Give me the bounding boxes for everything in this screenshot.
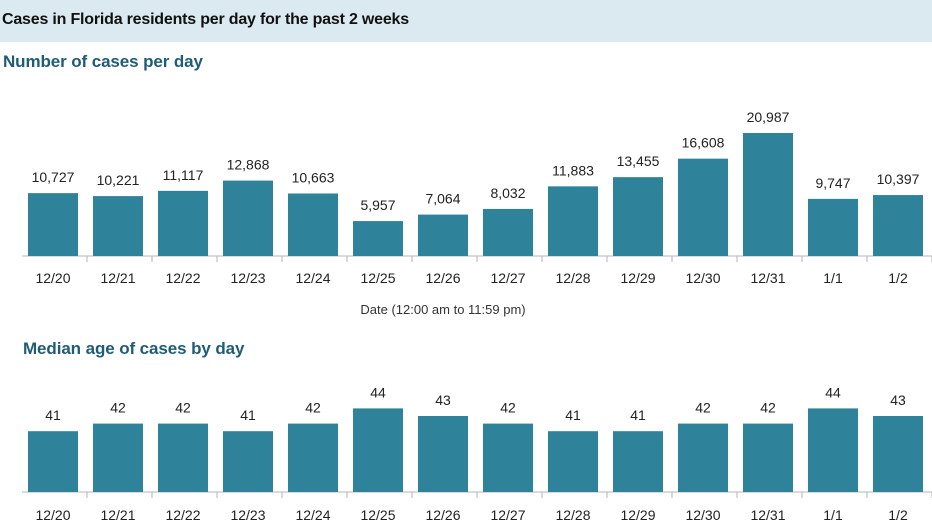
bar-1-1 [808,408,858,492]
value-label: 41 [240,407,256,423]
value-label: 42 [760,400,776,416]
bar-12-29 [613,177,663,256]
value-label: 42 [110,400,126,416]
x-tick-label: 12/25 [360,270,395,286]
x-tick-label: 12/31 [750,270,785,286]
bar-1-2 [873,195,923,256]
x-tick-label: 12/27 [490,507,525,523]
x-tick-label: 1/2 [888,270,908,286]
x-tick-label: 12/29 [620,507,655,523]
value-label: 12,868 [227,157,270,173]
value-label: 11,883 [552,162,594,178]
bar-12-25 [353,221,403,256]
value-label: 8,032 [490,185,525,201]
bar-12-23 [223,180,273,256]
x-tick-label: 1/2 [888,507,908,523]
bar-12-21 [93,423,143,492]
value-label: 10,727 [32,169,75,185]
x-tick-label: 12/26 [425,507,460,523]
x-tick-label: 1/1 [823,507,843,523]
value-label: 42 [175,400,191,416]
chart-2: 41 12/20 42 12/21 42 12/22 41 12/23 42 12/24 44 12/… [22,384,932,523]
bar-12-28 [548,186,598,256]
value-label: 13,455 [617,153,660,169]
bar-1-1 [808,198,858,256]
bar-12-20 [28,193,78,256]
x-tick-label: 12/30 [685,270,720,286]
x-tick-label: 12/24 [295,270,330,286]
bar-12-27 [483,208,533,256]
x-tick-label: 12/25 [360,507,395,523]
bar-12-23 [223,431,273,492]
x-tick-label: 12/22 [165,270,200,286]
header-title: Cases in Florida residents per day for t… [2,11,409,28]
value-label: 10,397 [877,171,920,187]
x-tick-label: 12/22 [165,507,200,523]
value-label: 42 [500,400,516,416]
bar-12-25 [353,408,403,492]
x-tick-label: 12/21 [100,270,135,286]
chart-1: 10,727 12/20 10,221 12/21 11,117 12/22 12,868 1… [22,109,932,317]
value-label: 10,221 [97,172,140,188]
value-label: 41 [45,407,61,423]
x-tick-label: 12/24 [295,507,330,523]
bar-12-20 [28,431,78,492]
value-label: 20,987 [747,109,790,125]
bar-12-21 [93,196,143,256]
x-tick-label: 12/20 [35,270,70,286]
bar-12-27 [483,423,533,492]
bar-12-31 [743,133,793,256]
value-label: 9,747 [815,175,850,191]
bar-1-2 [873,416,923,492]
bar-12-29 [613,431,663,492]
x-tick-label: 12/23 [230,270,265,286]
value-label: 43 [890,392,906,408]
bar-12-22 [158,190,208,256]
x-tick-label: 12/27 [490,270,525,286]
bar-12-24 [288,423,338,492]
age-chart-title: Median age of cases by day [23,339,245,358]
header-banner: Cases in Florida residents per day for t… [0,0,932,42]
x-tick-label: 12/28 [555,507,590,523]
x-axis-title: Date (12:00 am to 11:59 pm) [360,302,525,317]
x-tick-label: 12/30 [685,507,720,523]
x-tick-label: 12/29 [620,270,655,286]
bar-12-24 [288,193,338,256]
x-tick-label: 1/1 [823,270,843,286]
x-tick-label: 12/31 [750,507,785,523]
bar-12-30 [678,158,728,256]
value-label: 11,117 [163,167,204,183]
bar-12-26 [418,214,468,256]
value-label: 7,064 [425,191,460,207]
bar-12-22 [158,423,208,492]
value-label: 16,608 [682,135,725,151]
value-label: 42 [695,400,711,416]
value-label: 41 [565,407,581,423]
value-label: 5,957 [360,197,395,213]
x-tick-label: 12/21 [100,507,135,523]
value-label: 44 [825,384,841,400]
cases-chart-title: Number of cases per day [3,52,203,71]
x-tick-label: 12/23 [230,507,265,523]
bar-12-26 [418,416,468,492]
bar-12-31 [743,423,793,492]
value-label: 41 [630,407,646,423]
bar-12-28 [548,431,598,492]
x-tick-label: 12/26 [425,270,460,286]
bar-12-30 [678,423,728,492]
value-label: 42 [305,400,321,416]
x-tick-label: 12/28 [555,270,590,286]
value-label: 43 [435,392,451,408]
x-tick-label: 12/20 [35,507,70,523]
value-label: 44 [370,384,386,400]
value-label: 10,663 [292,170,335,186]
